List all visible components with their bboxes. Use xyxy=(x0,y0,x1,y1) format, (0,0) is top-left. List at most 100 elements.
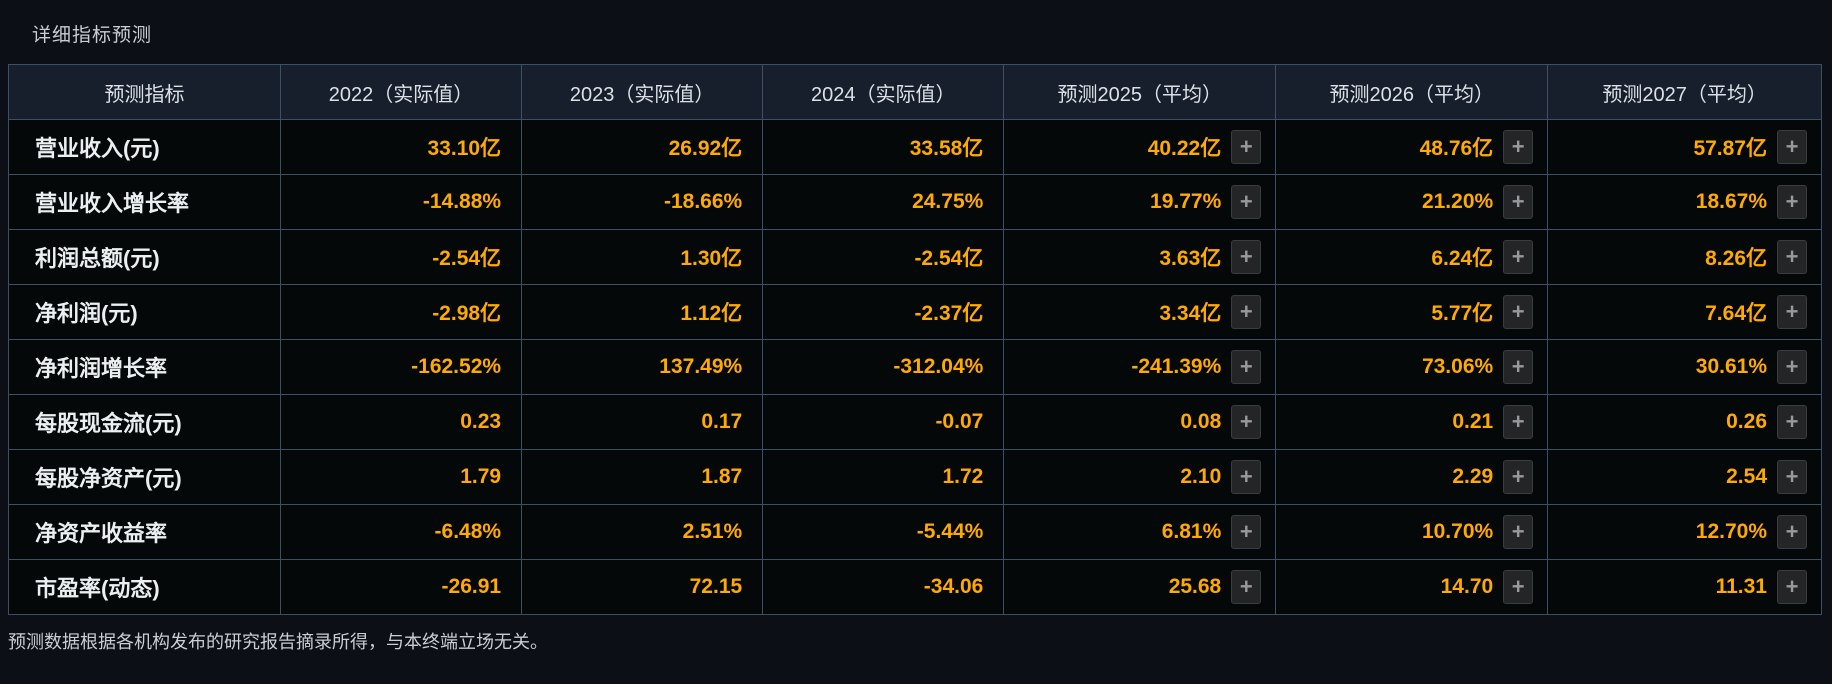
actual-value: 0.17 xyxy=(521,394,764,450)
add-forecast-button[interactable]: + xyxy=(1777,185,1807,219)
forecast-value: 2.54 xyxy=(1726,465,1767,488)
actual-value: -26.91 xyxy=(279,559,523,615)
forecast-value-cell: 30.61% + xyxy=(1547,339,1822,395)
actual-value: -5.44% xyxy=(762,504,1005,560)
add-forecast-button[interactable]: + xyxy=(1231,570,1262,604)
forecast-value-cell: 3.63亿 + xyxy=(1003,229,1277,285)
forecast-value: 2.29 xyxy=(1452,465,1494,488)
add-forecast-button[interactable]: + xyxy=(1231,295,1262,329)
actual-value: -18.66% xyxy=(521,174,764,230)
plus-icon: + xyxy=(1239,574,1253,599)
add-forecast-button[interactable]: + xyxy=(1503,515,1534,549)
forecast-value-cell: 12.70% + xyxy=(1547,504,1822,560)
plus-icon: + xyxy=(1239,134,1253,159)
add-forecast-button[interactable]: + xyxy=(1777,405,1807,439)
forecast-value-cell: 57.87亿 + xyxy=(1547,119,1822,175)
row-label: 每股净资产(元) xyxy=(8,449,281,505)
table-row: 营业收入(元) 33.10亿 26.92亿 33.58亿 40.22亿 +48.76亿 +5… xyxy=(8,119,1822,175)
column-header: 2024（实际值） xyxy=(762,64,1005,120)
add-forecast-button[interactable]: + xyxy=(1503,460,1534,494)
actual-value: 1.72 xyxy=(762,449,1005,505)
forecast-value: 12.70% xyxy=(1695,520,1767,543)
column-header: 预测2027（平均） xyxy=(1547,64,1822,120)
forecast-value-cell: 25.68 + xyxy=(1003,559,1277,615)
plus-icon: + xyxy=(1785,244,1799,269)
actual-value: 33.10亿 xyxy=(279,119,523,175)
add-forecast-button[interactable]: + xyxy=(1503,405,1534,439)
actual-value: 2.51% xyxy=(521,504,764,560)
add-forecast-button[interactable]: + xyxy=(1503,350,1534,384)
forecast-value-cell: 3.34亿 + xyxy=(1003,284,1277,340)
forecast-table-header: 预测指标 2022（实际值） 2023（实际值） 2024（实际值） 预测2025（平均… xyxy=(8,64,1822,120)
plus-icon: + xyxy=(1511,189,1525,214)
forecast-value: -241.39% xyxy=(1131,355,1222,378)
actual-value: 1.30亿 xyxy=(521,229,764,285)
forecast-value-cell: 8.26亿 + xyxy=(1547,229,1822,285)
forecast-value-cell: 0.26 + xyxy=(1547,394,1822,450)
actual-value: -6.48% xyxy=(279,504,523,560)
page-title: 详细指标预测 xyxy=(32,25,153,46)
actual-value: 137.49% xyxy=(521,339,764,395)
forecast-table: 预测指标 2022（实际值） 2023（实际值） 2024（实际值） 预测2025（平均… xyxy=(8,64,1822,615)
row-label: 市盈率(动态) xyxy=(8,559,281,615)
actual-value: 24.75% xyxy=(762,174,1005,230)
forecast-value: 25.68 xyxy=(1168,575,1222,598)
forecast-value: 18.67% xyxy=(1695,190,1767,213)
add-forecast-button[interactable]: + xyxy=(1231,405,1262,439)
column-header: 预测2025（平均） xyxy=(1003,64,1277,120)
actual-value: 1.79 xyxy=(279,449,523,505)
add-forecast-button[interactable]: + xyxy=(1231,240,1262,274)
forecast-value: 73.06% xyxy=(1421,355,1494,378)
plus-icon: + xyxy=(1239,519,1253,544)
table-row: 净利润(元) -2.98亿 1.12亿 -2.37亿 3.34亿 +5.77亿 +7.64亿… xyxy=(8,284,1822,340)
add-forecast-button[interactable]: + xyxy=(1503,130,1534,164)
actual-value: -2.54亿 xyxy=(279,229,523,285)
column-header: 2023（实际值） xyxy=(521,64,764,120)
forecast-value-cell: 2.10 + xyxy=(1003,449,1277,505)
actual-value: 1.12亿 xyxy=(521,284,764,340)
add-forecast-button[interactable]: + xyxy=(1777,130,1807,164)
row-label: 净利润(元) xyxy=(8,284,281,340)
forecast-value: 5.77亿 xyxy=(1431,302,1494,325)
add-forecast-button[interactable]: + xyxy=(1231,185,1262,219)
add-forecast-button[interactable]: + xyxy=(1231,350,1262,384)
forecast-value: 6.24亿 xyxy=(1431,247,1494,270)
actual-value: -34.06 xyxy=(762,559,1005,615)
table-row: 营业收入增长率 -14.88% -18.66% 24.75% 19.77% +21.20%… xyxy=(8,174,1822,230)
plus-icon: + xyxy=(1511,299,1525,324)
forecast-value: 40.22亿 xyxy=(1147,137,1222,160)
add-forecast-button[interactable]: + xyxy=(1231,460,1262,494)
forecast-value-cell: 0.21 + xyxy=(1275,394,1549,450)
plus-icon: + xyxy=(1785,299,1799,324)
forecast-value-cell: 73.06% + xyxy=(1275,339,1549,395)
add-forecast-button[interactable]: + xyxy=(1777,460,1807,494)
plus-icon: + xyxy=(1511,464,1525,489)
forecast-value: 19.77% xyxy=(1150,190,1222,213)
column-header-indicator: 预测指标 xyxy=(8,64,281,120)
add-forecast-button[interactable]: + xyxy=(1777,295,1807,329)
header-row: 预测指标 2022（实际值） 2023（实际值） 2024（实际值） 预测2025（平均… xyxy=(8,64,1822,120)
add-forecast-button[interactable]: + xyxy=(1503,570,1534,604)
forecast-value: 57.87亿 xyxy=(1693,137,1767,160)
add-forecast-button[interactable]: + xyxy=(1503,185,1534,219)
forecast-value-cell: 40.22亿 + xyxy=(1003,119,1277,175)
row-label: 营业收入增长率 xyxy=(8,174,281,230)
plus-icon: + xyxy=(1239,244,1253,269)
forecast-value: 7.64亿 xyxy=(1705,302,1767,325)
plus-icon: + xyxy=(1239,354,1253,379)
actual-value: -2.54亿 xyxy=(762,229,1005,285)
forecast-value: 0.08 xyxy=(1180,410,1222,433)
add-forecast-button[interactable]: + xyxy=(1231,515,1262,549)
add-forecast-button[interactable]: + xyxy=(1777,350,1807,384)
table-row: 市盈率(动态) -26.91 72.15 -34.06 25.68 +14.70 +11.3… xyxy=(8,559,1822,615)
add-forecast-button[interactable]: + xyxy=(1503,240,1534,274)
add-forecast-button[interactable]: + xyxy=(1503,295,1534,329)
add-forecast-button[interactable]: + xyxy=(1777,570,1807,604)
plus-icon: + xyxy=(1511,574,1525,599)
actual-value: -0.07 xyxy=(762,394,1005,450)
add-forecast-button[interactable]: + xyxy=(1231,130,1262,164)
plus-icon: + xyxy=(1785,134,1799,159)
add-forecast-button[interactable]: + xyxy=(1777,515,1807,549)
add-forecast-button[interactable]: + xyxy=(1777,240,1807,274)
forecast-value-cell: 11.31 + xyxy=(1547,559,1822,615)
